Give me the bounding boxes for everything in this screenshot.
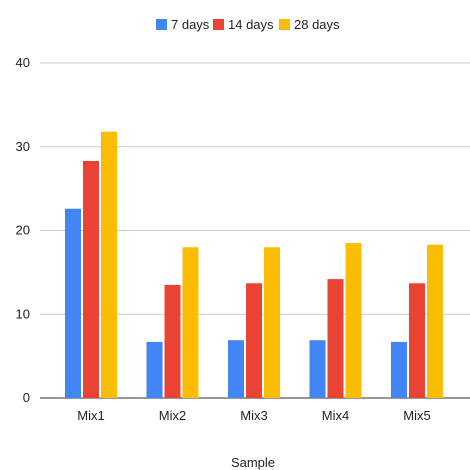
- bar-28-days-mix3: [264, 247, 280, 398]
- x-axis-title: Sample: [231, 455, 275, 470]
- bar-14-days-mix4: [327, 279, 344, 398]
- bar-7-days-mix1: [65, 208, 81, 398]
- y-tick-label: 10: [16, 306, 30, 321]
- legend-swatch: [279, 19, 290, 30]
- bar-7-days-mix4: [309, 340, 326, 398]
- bar-28-days-mix5: [427, 244, 443, 398]
- bar-7-days-mix2: [146, 341, 163, 398]
- x-axis-ticks: Mix1 Mix2 Mix3 Mix4 Mix5: [77, 408, 430, 423]
- legend-label: 7 days: [171, 17, 210, 32]
- y-tick-label: 40: [16, 55, 30, 70]
- y-tick-label: 20: [16, 223, 30, 238]
- x-tick-label: Mix2: [159, 408, 186, 423]
- legend-label: 14 days: [228, 17, 274, 32]
- legend-item-28-days: 28 days: [279, 17, 340, 32]
- legend-item-14-days: 14 days: [213, 17, 274, 32]
- x-tick-label: Mix3: [240, 408, 267, 423]
- bar-14-days-mix1: [83, 160, 99, 398]
- bar-14-days-mix3: [246, 283, 262, 398]
- legend-swatch: [213, 19, 224, 30]
- bar-28-days-mix4: [345, 243, 362, 398]
- y-tick-label: 30: [16, 139, 30, 154]
- legend-swatch: [156, 19, 167, 30]
- bar-14-days-mix2: [164, 284, 181, 398]
- legend-label: 28 days: [294, 17, 340, 32]
- bars: [65, 131, 443, 399]
- x-tick-label: Mix5: [403, 408, 430, 423]
- legend: 7 days 14 days 28 days: [156, 17, 340, 32]
- bar-7-days-mix3: [228, 340, 244, 398]
- bar-7-days-mix5: [391, 341, 407, 398]
- y-axis-ticks: 0 10 20 30 40: [16, 55, 30, 405]
- bar-28-days-mix1: [101, 131, 117, 399]
- bar-14-days-mix5: [409, 283, 425, 398]
- bar-28-days-mix2: [182, 247, 199, 398]
- y-tick-label: 0: [23, 390, 30, 405]
- x-tick-label: Mix1: [77, 408, 104, 423]
- legend-item-7-days: 7 days: [156, 17, 210, 32]
- x-tick-label: Mix4: [322, 408, 349, 423]
